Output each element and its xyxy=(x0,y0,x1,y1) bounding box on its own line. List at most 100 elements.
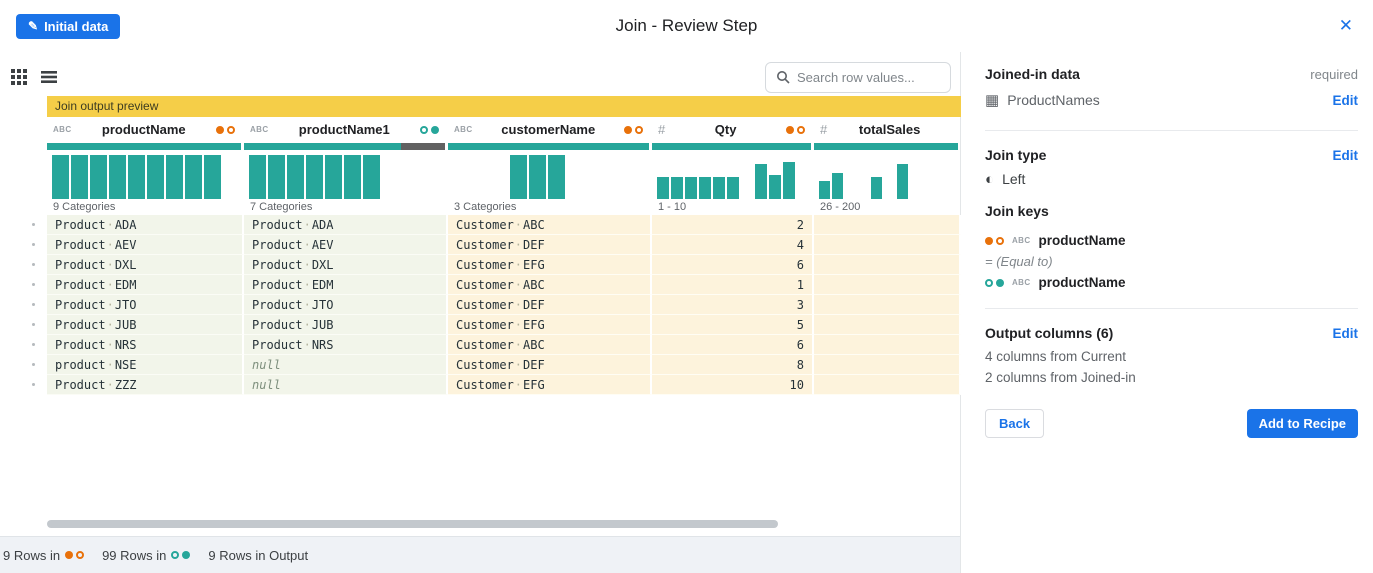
histogram-bar[interactable] xyxy=(128,155,145,199)
histogram-bar[interactable] xyxy=(657,177,669,199)
histogram-bar[interactable] xyxy=(510,155,527,199)
histogram-bar[interactable] xyxy=(548,155,565,199)
row-marker[interactable] xyxy=(31,322,35,326)
table-cell[interactable] xyxy=(814,315,961,335)
table-cell[interactable]: 5 xyxy=(652,315,814,335)
column-header[interactable]: ABC customerName xyxy=(448,117,649,142)
edit-join-type-link[interactable]: Edit xyxy=(1332,147,1359,163)
table-cell[interactable]: 3 xyxy=(652,295,814,315)
table-cell[interactable]: Product·DXL xyxy=(244,255,448,275)
table-cell[interactable]: Product·JUB xyxy=(47,315,244,335)
table-cell[interactable]: Product·EDM xyxy=(244,275,448,295)
table-cell[interactable]: Product·ADA xyxy=(47,215,244,235)
table-cell[interactable]: Product·NRS xyxy=(244,335,448,355)
close-icon[interactable]: ✕ xyxy=(1335,12,1357,40)
column-header[interactable]: # Qty xyxy=(652,117,811,142)
table-cell[interactable]: Customer·DEF xyxy=(448,355,652,375)
table-cell[interactable]: Product·JUB xyxy=(244,315,448,335)
histogram-bar[interactable] xyxy=(71,155,88,199)
table-cell[interactable] xyxy=(814,275,961,295)
table-cell[interactable]: product·NSE xyxy=(47,355,244,375)
table-cell[interactable]: Product·JTO xyxy=(244,295,448,315)
histogram-bar[interactable] xyxy=(109,155,126,199)
histogram-bar[interactable] xyxy=(147,155,164,199)
table-cell[interactable] xyxy=(814,255,961,275)
histogram-bar[interactable] xyxy=(819,181,830,199)
table-cell[interactable]: Customer·ABC xyxy=(448,335,652,355)
histogram-bar[interactable] xyxy=(306,155,323,199)
table-cell[interactable]: Customer·EFG xyxy=(448,255,652,275)
row-marker[interactable] xyxy=(31,242,35,246)
row-marker[interactable] xyxy=(31,262,35,266)
histogram-bar[interactable] xyxy=(871,177,882,199)
column-header[interactable]: ABC productName xyxy=(47,117,241,142)
histogram-bar[interactable] xyxy=(755,164,767,199)
list-view-icon[interactable] xyxy=(40,68,58,86)
table-cell[interactable]: Product·JTO xyxy=(47,295,244,315)
histogram-bar[interactable] xyxy=(325,155,342,199)
table-cell[interactable] xyxy=(814,235,961,255)
table-cell[interactable]: Product·ZZZ xyxy=(47,375,244,395)
table-cell[interactable]: Product·AEV xyxy=(244,235,448,255)
table-cell[interactable]: 2 xyxy=(652,215,814,235)
row-marker[interactable] xyxy=(31,382,35,386)
table-cell[interactable]: Product·AEV xyxy=(47,235,244,255)
edit-output-columns-link[interactable]: Edit xyxy=(1332,325,1359,341)
table-cell[interactable]: 4 xyxy=(652,235,814,255)
table-cell[interactable]: Customer·DEF xyxy=(448,235,652,255)
histogram-bar[interactable] xyxy=(185,155,202,199)
table-cell[interactable] xyxy=(814,355,961,375)
histogram-bar[interactable] xyxy=(166,155,183,199)
table-cell[interactable] xyxy=(814,375,961,395)
histogram-bar[interactable] xyxy=(344,155,361,199)
table-cell[interactable]: Product·ADA xyxy=(244,215,448,235)
row-marker[interactable] xyxy=(31,222,35,226)
histogram-bar[interactable] xyxy=(287,155,304,199)
grid-view-icon[interactable] xyxy=(10,68,28,86)
table-cell[interactable]: Product·EDM xyxy=(47,275,244,295)
table-cell[interactable]: 10 xyxy=(652,375,814,395)
table-cell[interactable] xyxy=(814,295,961,315)
histogram-bar[interactable] xyxy=(90,155,107,199)
row-marker[interactable] xyxy=(31,302,35,306)
add-to-recipe-button[interactable]: Add to Recipe xyxy=(1246,409,1358,438)
histogram-bar[interactable] xyxy=(268,155,285,199)
table-cell[interactable]: 1 xyxy=(652,275,814,295)
table-cell[interactable]: null xyxy=(244,375,448,395)
histogram-bar[interactable] xyxy=(249,155,266,199)
histogram-bar[interactable] xyxy=(529,155,546,199)
edit-joined-in-link[interactable]: Edit xyxy=(1332,92,1359,108)
table-cell[interactable]: Product·NRS xyxy=(47,335,244,355)
column-header[interactable]: ABC productName1 xyxy=(244,117,445,142)
histogram-bar[interactable] xyxy=(699,177,711,199)
histogram-bar[interactable] xyxy=(204,155,221,199)
table-cell[interactable]: 6 xyxy=(652,335,814,355)
table-cell[interactable]: Customer·ABC xyxy=(448,275,652,295)
back-button[interactable]: Back xyxy=(985,409,1045,438)
table-cell[interactable]: 6 xyxy=(652,255,814,275)
table-cell[interactable]: Customer·EFG xyxy=(448,315,652,335)
histogram-bar[interactable] xyxy=(363,155,380,199)
table-cell[interactable]: Product·DXL xyxy=(47,255,244,275)
search-input[interactable] xyxy=(797,69,940,85)
row-marker[interactable] xyxy=(31,342,35,346)
initial-data-button[interactable]: ✎ Initial data xyxy=(16,13,121,39)
histogram-bar[interactable] xyxy=(727,177,739,199)
table-cell[interactable]: Customer·DEF xyxy=(448,295,652,315)
column-header[interactable]: # totalSales xyxy=(814,117,958,142)
table-cell[interactable]: null xyxy=(244,355,448,375)
table-cell[interactable]: 8 xyxy=(652,355,814,375)
histogram-bar[interactable] xyxy=(671,177,683,199)
histogram-bar[interactable] xyxy=(769,175,781,199)
row-marker[interactable] xyxy=(31,282,35,286)
table-cell[interactable] xyxy=(814,335,961,355)
table-cell[interactable]: Customer·ABC xyxy=(448,215,652,235)
histogram-bar[interactable] xyxy=(713,177,725,199)
histogram-bar[interactable] xyxy=(52,155,69,199)
row-marker[interactable] xyxy=(31,362,35,366)
horizontal-scrollbar[interactable] xyxy=(47,520,778,528)
histogram-bar[interactable] xyxy=(685,177,697,199)
table-cell[interactable]: Customer·EFG xyxy=(448,375,652,395)
table-cell[interactable] xyxy=(814,215,961,235)
histogram-bar[interactable] xyxy=(897,164,908,199)
